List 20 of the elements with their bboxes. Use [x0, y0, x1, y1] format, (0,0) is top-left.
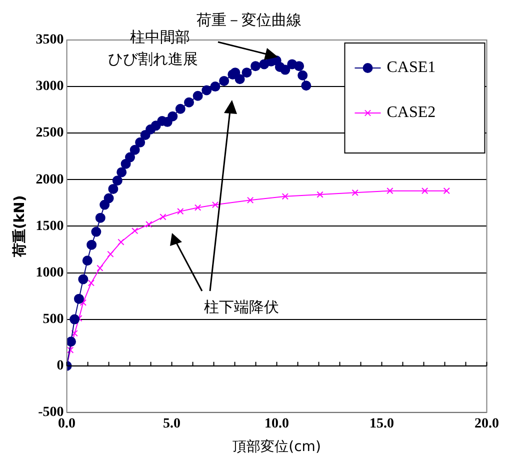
legend-label: CASE2 [386, 104, 436, 122]
x-tick-label: 0.0 [58, 416, 76, 432]
y-tick-label: 2000 [36, 172, 64, 188]
y-tick-label: 1500 [36, 218, 64, 234]
x-axis-title: 頂部変位(cm) [232, 439, 321, 456]
x-tick-label: 15.0 [370, 416, 394, 432]
chart-title: 荷重－変位曲線 [196, 10, 302, 29]
x-tick-label: 5.0 [163, 416, 181, 432]
y-tick-label: 1000 [36, 265, 64, 280]
y-tick-label: 0 [56, 358, 64, 374]
y-tick-label: 500 [42, 312, 64, 327]
annotation: 柱下端降伏 [204, 297, 279, 318]
x-tick-label: 10.0 [264, 416, 290, 432]
y-tick-label: 3500 [36, 32, 64, 48]
y-tick-label: 2500 [36, 126, 64, 141]
y-axis-title: 荷重(kN) [12, 195, 28, 258]
y-tick-label: 3000 [36, 79, 64, 94]
annotation: 柱中間部ひび割れ進展 [108, 28, 198, 68]
x-tick-label: 20.0 [474, 416, 499, 432]
legend-label: CASE1 [386, 59, 436, 76]
